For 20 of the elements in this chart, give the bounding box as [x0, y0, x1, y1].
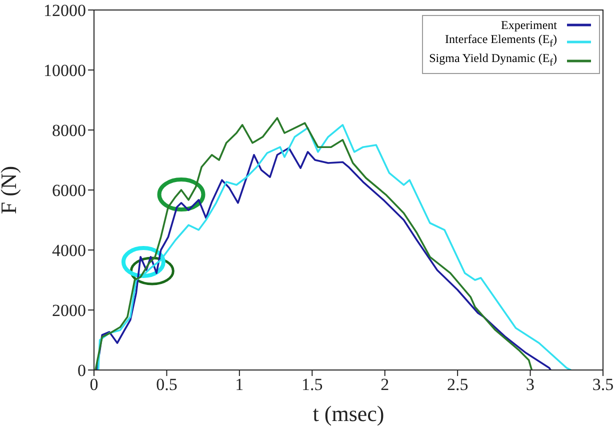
x-tick-label: 1.5 — [302, 375, 323, 394]
x-tick-label: 0.5 — [156, 375, 178, 394]
y-axis-title: F (N) — [0, 166, 21, 214]
y-tick-label: 6000 — [52, 181, 86, 200]
y-tick-label: 4000 — [52, 241, 86, 260]
x-tick-label: 3.5 — [592, 375, 614, 394]
y-tick-label: 2000 — [52, 301, 86, 320]
y-tick-label: 0 — [78, 361, 86, 380]
y-tick-label: 12000 — [44, 1, 86, 20]
legend-label: Interface Elements (E$_{f}$) — [445, 32, 557, 52]
x-axis-title: t (msec) — [312, 401, 384, 426]
x-tick-label: 1 — [235, 375, 244, 394]
y-tick-label: 10000 — [44, 61, 86, 80]
x-tick-label: 3 — [526, 375, 535, 394]
x-tick-label: 0 — [90, 375, 98, 394]
y-tick-label: 8000 — [52, 121, 86, 140]
x-tick-label: 2 — [380, 375, 390, 394]
legend-label: Experiment — [501, 18, 557, 32]
x-tick-label: 2.5 — [446, 375, 468, 394]
legend-label: Sigma Yield Dynamic (E$_{f}$) — [429, 51, 557, 71]
